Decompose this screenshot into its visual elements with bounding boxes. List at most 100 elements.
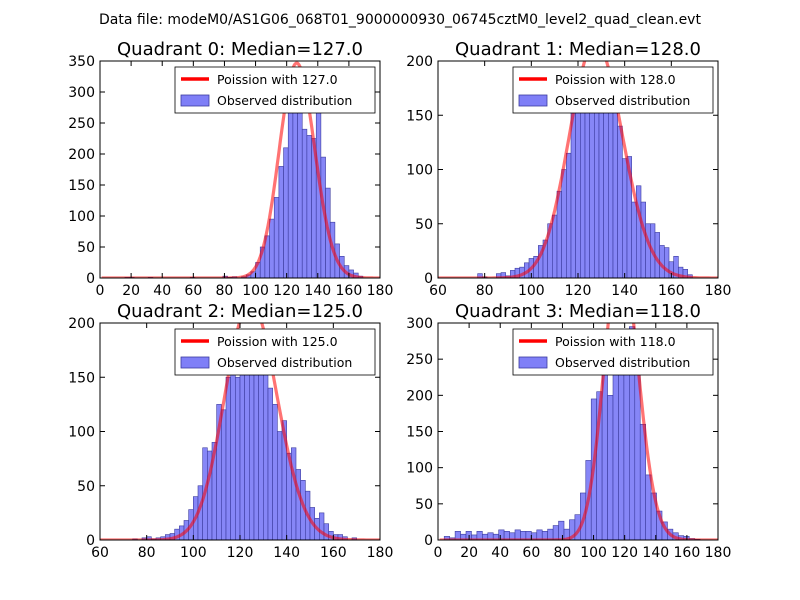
x-tick-label: 20 [460,545,478,561]
legend: Poission with 125.0 Observed distribution [174,328,376,376]
histogram-bar [664,247,670,278]
legend-label: Observed distribution [217,93,352,108]
x-tick-label: 40 [491,545,509,561]
histogram-bar [617,125,623,278]
x-tick-label: 100 [518,283,545,299]
poisson-curve [101,61,380,278]
histogram-bar [273,197,280,278]
histogram-bar [230,366,236,540]
y-tick-label: 100 [406,163,433,179]
legend: Poission with 128.0 Observed distribution [512,66,714,114]
y-tick-label: 250 [68,116,95,132]
x-tick-label: 100 [180,545,207,561]
y-tick-label: 100 [68,209,95,225]
histogram-bar [645,474,652,540]
x-tick-label: 180 [367,545,394,561]
legend-label: Observed distribution [555,93,690,108]
histogram-bar [552,525,559,540]
x-tick-label: 120 [273,283,300,299]
legend: Poission with 127.0 Observed distribution [174,66,376,114]
x-tick-label: 140 [273,545,300,561]
histogram-bar [295,469,301,540]
histogram-bar [640,201,646,278]
x-tick-label: 20 [122,283,140,299]
histogram-bar [623,373,630,540]
y-tick-label: 350 [68,54,95,70]
histogram-bar [277,431,283,540]
y-tick-label: 250 [406,352,433,368]
histogram-bar [258,366,264,540]
histogram-bar [283,147,289,278]
chart-panel: 0 20 40 60 80 100 120 140 160 1800501001502002503… [406,301,732,561]
x-tick-label: 100 [242,283,269,299]
x-tick-label: 80 [476,283,494,299]
legend-bar-swatch [518,94,548,107]
histogram-bar [547,528,554,540]
y-tick-label: 100 [68,425,95,441]
histogram-bar [561,169,567,278]
x-tick-label: 120 [611,545,638,561]
histogram-bar [244,360,250,540]
chart-panel: 60 80 100 120 140 160 180 0 50 100 150 200 Quadrant … [406,39,731,299]
histogram-bar [263,366,269,540]
x-tick-label: 80 [554,545,572,561]
x-tick-label: 180 [705,283,732,299]
histogram-bar [500,272,506,278]
y-tick-label: 200 [406,54,433,70]
x-tick-label: 160 [336,283,363,299]
y-tick-label: 50 [415,497,433,513]
histogram-bar [319,512,325,540]
chart-title: Quadrant 0: Median=127.0 [117,39,363,60]
histogram-bar [477,273,483,278]
x-tick-label: 80 [216,283,234,299]
x-tick-label: 180 [705,545,732,561]
y-tick-label: 50 [415,217,433,233]
histogram-bar [267,387,273,540]
legend: Poission with 118.0 Observed distribution [512,328,714,376]
histogram-bar [287,107,294,278]
chart-title: Quadrant 3: Median=118.0 [455,301,701,322]
y-tick-label: 0 [424,271,433,287]
histogram-bar [622,158,628,278]
poisson-curve [439,323,718,540]
x-tick-label: 0 [434,545,443,561]
histogram-bar [235,376,241,540]
panels: 0 20 40 60 80 100 120 140 160 1800501001502002503… [68,39,731,561]
histogram-bar [607,395,614,540]
y-tick-label: 300 [68,85,95,101]
legend-label: Poission with 127.0 [217,72,338,87]
y-tick-label: 50 [77,479,95,495]
histogram-bar [566,152,572,278]
x-tick-label: 60 [184,283,202,299]
legend-label: Observed distribution [555,355,690,370]
x-tick-label: 140 [642,545,669,561]
axes-frame [99,60,381,279]
legend-label: Poission with 118.0 [555,334,676,349]
x-tick-label: 0 [96,283,105,299]
legend-bar-swatch [518,356,548,369]
histogram-bar [306,135,312,278]
histogram-bar [575,109,581,278]
y-tick-label: 0 [424,533,433,549]
y-tick-label: 200 [68,316,95,332]
x-tick-label: 140 [304,283,331,299]
y-tick-label: 50 [77,240,95,256]
y-tick-label: 200 [406,388,433,404]
histogram-bar [645,223,651,278]
chart-panel: 60 80 100 120 140 160 180 0 50 100 150 200 Quadrant … [68,301,393,561]
legend-bar-swatch [180,356,210,369]
histogram-bar [603,104,609,278]
histogram-bar [297,91,303,278]
chart-title: Quadrant 2: Median=125.0 [117,301,363,322]
histogram-bar [608,87,614,278]
x-tick-label: 60 [429,283,447,299]
x-tick-label: 100 [580,545,607,561]
x-tick-label: 160 [658,283,685,299]
y-tick-label: 150 [406,108,433,124]
x-tick-label: 40 [153,283,171,299]
x-tick-label: 140 [611,283,638,299]
x-tick-label: 180 [367,283,394,299]
x-tick-label: 160 [320,545,347,561]
legend-label: Poission with 125.0 [217,334,338,349]
